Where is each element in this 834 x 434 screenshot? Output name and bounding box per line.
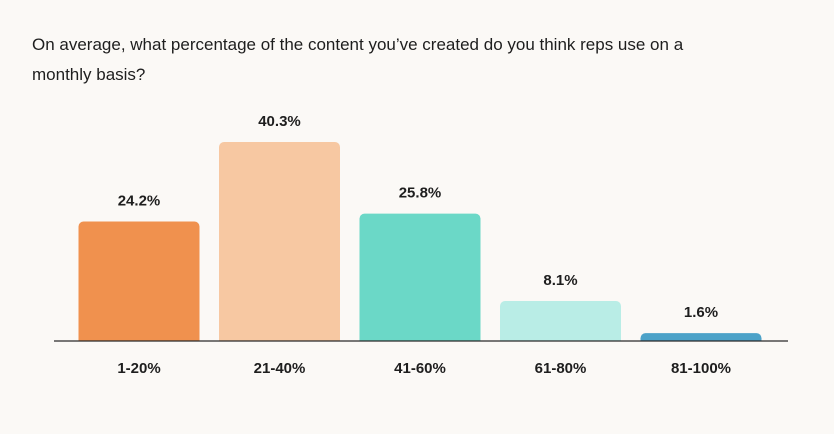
labels-layer: 24.2% 1-20% 40.3% 21-40% 25.8% 41-60% 8.1% 61-8…	[117, 113, 731, 377]
chart-title: On average, what percentage of the conte…	[32, 35, 684, 84]
bar-21-40%	[219, 142, 340, 346]
data-label-21-40%: 40.3%	[258, 113, 301, 130]
bar-61-80%	[500, 301, 621, 346]
baseline-mask	[40, 341, 800, 348]
x-tick-label-1-20%: 1-20%	[117, 360, 160, 377]
bars-layer	[40, 142, 800, 348]
data-label-61-80%: 8.1%	[543, 272, 577, 289]
x-tick-label-81-100%: 81-100%	[671, 360, 731, 377]
x-tick-label-41-60%: 41-60%	[394, 360, 446, 377]
x-tick-label-21-40%: 21-40%	[254, 360, 306, 377]
data-label-41-60%: 25.8%	[399, 185, 442, 202]
data-label-81-100%: 1.6%	[684, 304, 718, 321]
x-tick-label-61-80%: 61-80%	[535, 360, 587, 377]
data-label-1-20%: 24.2%	[118, 193, 161, 210]
bar-1-20%	[78, 221, 200, 346]
bar-41-60%	[359, 213, 481, 346]
